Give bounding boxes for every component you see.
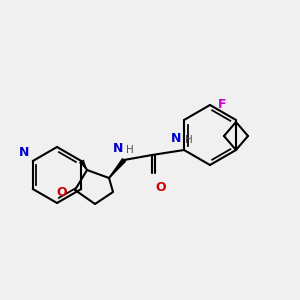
Text: F: F xyxy=(218,98,226,112)
Polygon shape xyxy=(109,159,126,178)
Text: N: N xyxy=(112,142,123,155)
Text: H: H xyxy=(126,145,134,155)
Text: N: N xyxy=(171,132,181,145)
Text: O: O xyxy=(155,181,166,194)
Text: H: H xyxy=(185,135,193,145)
Text: N: N xyxy=(18,146,29,159)
Text: O: O xyxy=(56,185,67,199)
